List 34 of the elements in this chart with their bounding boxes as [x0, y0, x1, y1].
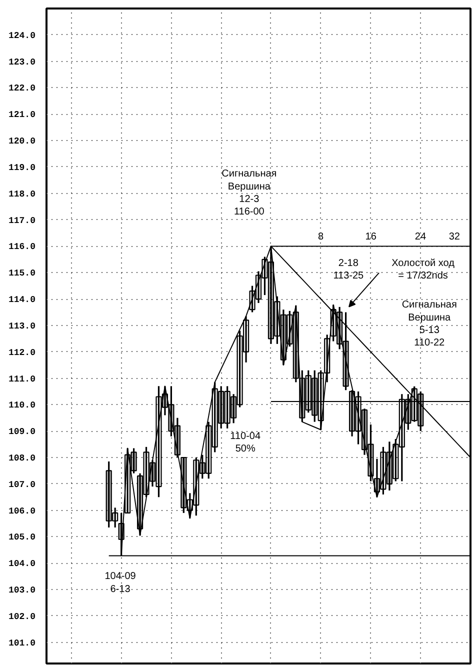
y-tick-label: 105.0	[8, 532, 36, 543]
annotation: 104-09 6-13	[104, 571, 136, 595]
y-tick-label: 107.0	[8, 480, 36, 490]
y-tick-label: 110.0	[8, 400, 36, 411]
y-tick-label: 119.0	[8, 162, 36, 173]
y-tick-label: 108.0	[8, 453, 36, 464]
y-tick-label: 118.0	[8, 189, 36, 200]
y-tick-label: 111.0	[8, 374, 36, 384]
annotation: 32	[448, 231, 460, 242]
y-tick-label: 114.0	[8, 295, 36, 306]
y-tick-label: 117.0	[8, 216, 36, 226]
y-tick-label: 120.0	[8, 136, 36, 147]
y-tick-label: 103.0	[8, 586, 36, 596]
y-tick-label: 123.0	[8, 57, 36, 68]
y-tick-label: 104.0	[8, 559, 36, 570]
y-tick-label: 113.0	[8, 321, 36, 332]
annotation: 8	[318, 231, 324, 242]
y-tick-label: 122.0	[8, 84, 36, 94]
y-tick-label: 109.0	[8, 427, 36, 438]
annotation: Сигнальная Вершина 12-3 116-00	[222, 168, 277, 218]
y-tick-label: 115.0	[8, 268, 36, 279]
y-tick-label: 116.0	[8, 242, 36, 252]
annotation: 2-18 113-25	[333, 258, 364, 282]
annotation: 24	[414, 231, 426, 242]
y-tick-label: 124.0	[8, 30, 36, 41]
annotation: 16	[365, 231, 377, 242]
annotation: 110-04 50%	[230, 430, 261, 455]
y-tick-label: 121.0	[8, 110, 36, 120]
y-tick-label: 106.0	[8, 506, 36, 516]
y-tick-label: 101.0	[8, 638, 36, 648]
y-tick-label: 102.0	[8, 612, 36, 622]
annotation: Сигнальная Вершина 5-13 110-22	[402, 300, 457, 349]
y-tick-label: 112.0	[8, 348, 36, 358]
annotation: Холостой ход = 17/32nds	[392, 258, 455, 282]
